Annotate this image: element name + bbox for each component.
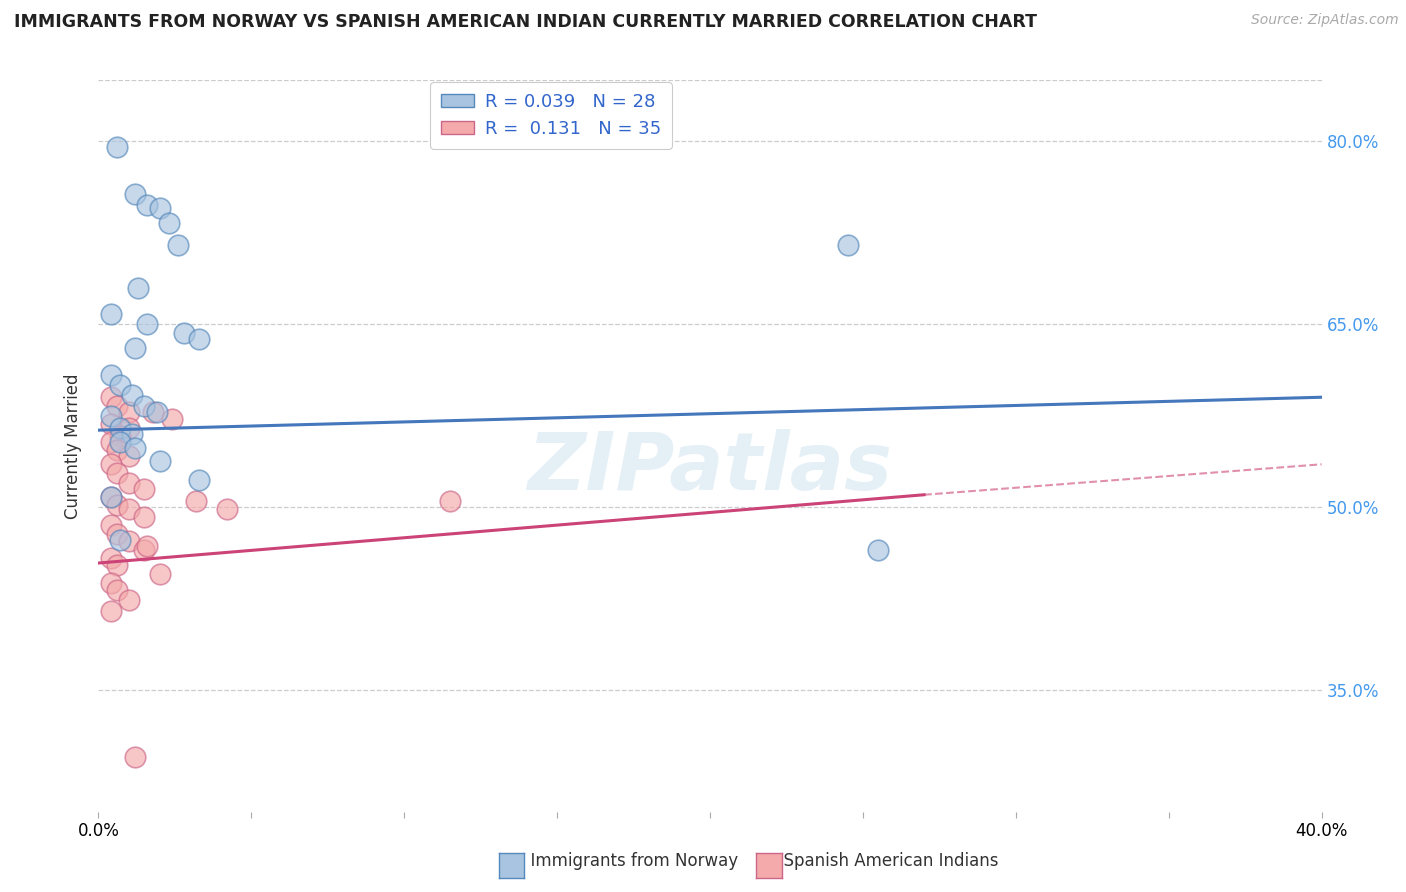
Point: [124, 749, 146, 764]
Point: [105, 466, 128, 480]
Point: [167, 238, 190, 252]
Point: [121, 388, 143, 402]
Point: [108, 378, 131, 392]
Point: [136, 317, 159, 331]
Point: [100, 518, 122, 533]
Point: [100, 490, 122, 504]
Point: [100, 604, 122, 618]
Point: [118, 421, 141, 435]
Point: [100, 390, 122, 404]
Point: [105, 582, 128, 597]
Point: [100, 417, 122, 431]
Text: ZIPatlas: ZIPatlas: [527, 429, 893, 507]
Point: [134, 542, 156, 557]
Point: [118, 534, 141, 549]
Point: [188, 332, 211, 346]
Point: [118, 592, 141, 607]
Point: [118, 502, 141, 516]
Point: [136, 197, 159, 211]
Point: [124, 342, 146, 356]
Point: [118, 405, 141, 419]
Point: [157, 216, 180, 230]
Point: [868, 542, 890, 557]
Point: [173, 326, 195, 340]
Text: Source: ZipAtlas.com: Source: ZipAtlas.com: [1251, 13, 1399, 28]
Point: [100, 490, 122, 504]
Point: [100, 368, 122, 383]
Text: IMMIGRANTS FROM NORWAY VS SPANISH AMERICAN INDIAN CURRENTLY MARRIED CORRELATION : IMMIGRANTS FROM NORWAY VS SPANISH AMERIC…: [14, 13, 1038, 31]
Point: [145, 405, 167, 419]
Point: [108, 421, 131, 435]
Point: [118, 475, 141, 490]
Point: [100, 458, 122, 472]
Point: [439, 494, 461, 508]
Point: [108, 533, 131, 547]
Point: [105, 442, 128, 457]
Point: [100, 435, 122, 450]
Point: [837, 238, 859, 252]
Point: [149, 453, 172, 467]
Point: [121, 426, 143, 441]
Point: [100, 575, 122, 590]
Legend: R = 0.039   N = 28, R =  0.131   N = 35: R = 0.039 N = 28, R = 0.131 N = 35: [430, 82, 672, 149]
Point: [134, 509, 156, 524]
Point: [149, 202, 172, 216]
Point: [100, 307, 122, 321]
Point: [127, 280, 149, 294]
Text: Spanish American Indians: Spanish American Indians: [773, 852, 998, 870]
Point: [105, 140, 128, 154]
Point: [100, 409, 122, 423]
Point: [118, 449, 141, 463]
Point: [105, 526, 128, 541]
Point: [186, 494, 208, 508]
Point: [108, 435, 131, 450]
Point: [124, 442, 146, 456]
Point: [108, 429, 131, 443]
Point: [105, 498, 128, 512]
Point: [188, 473, 211, 487]
Point: [160, 412, 183, 426]
Point: [142, 405, 165, 419]
Text: Immigrants from Norway: Immigrants from Norway: [520, 852, 738, 870]
Point: [134, 399, 156, 413]
Point: [215, 502, 238, 516]
Point: [105, 399, 128, 413]
Point: [105, 558, 128, 573]
Point: [134, 482, 156, 496]
Point: [100, 551, 122, 566]
Point: [149, 567, 172, 582]
Y-axis label: Currently Married: Currently Married: [63, 373, 82, 519]
Point: [124, 186, 146, 201]
Point: [136, 539, 159, 553]
